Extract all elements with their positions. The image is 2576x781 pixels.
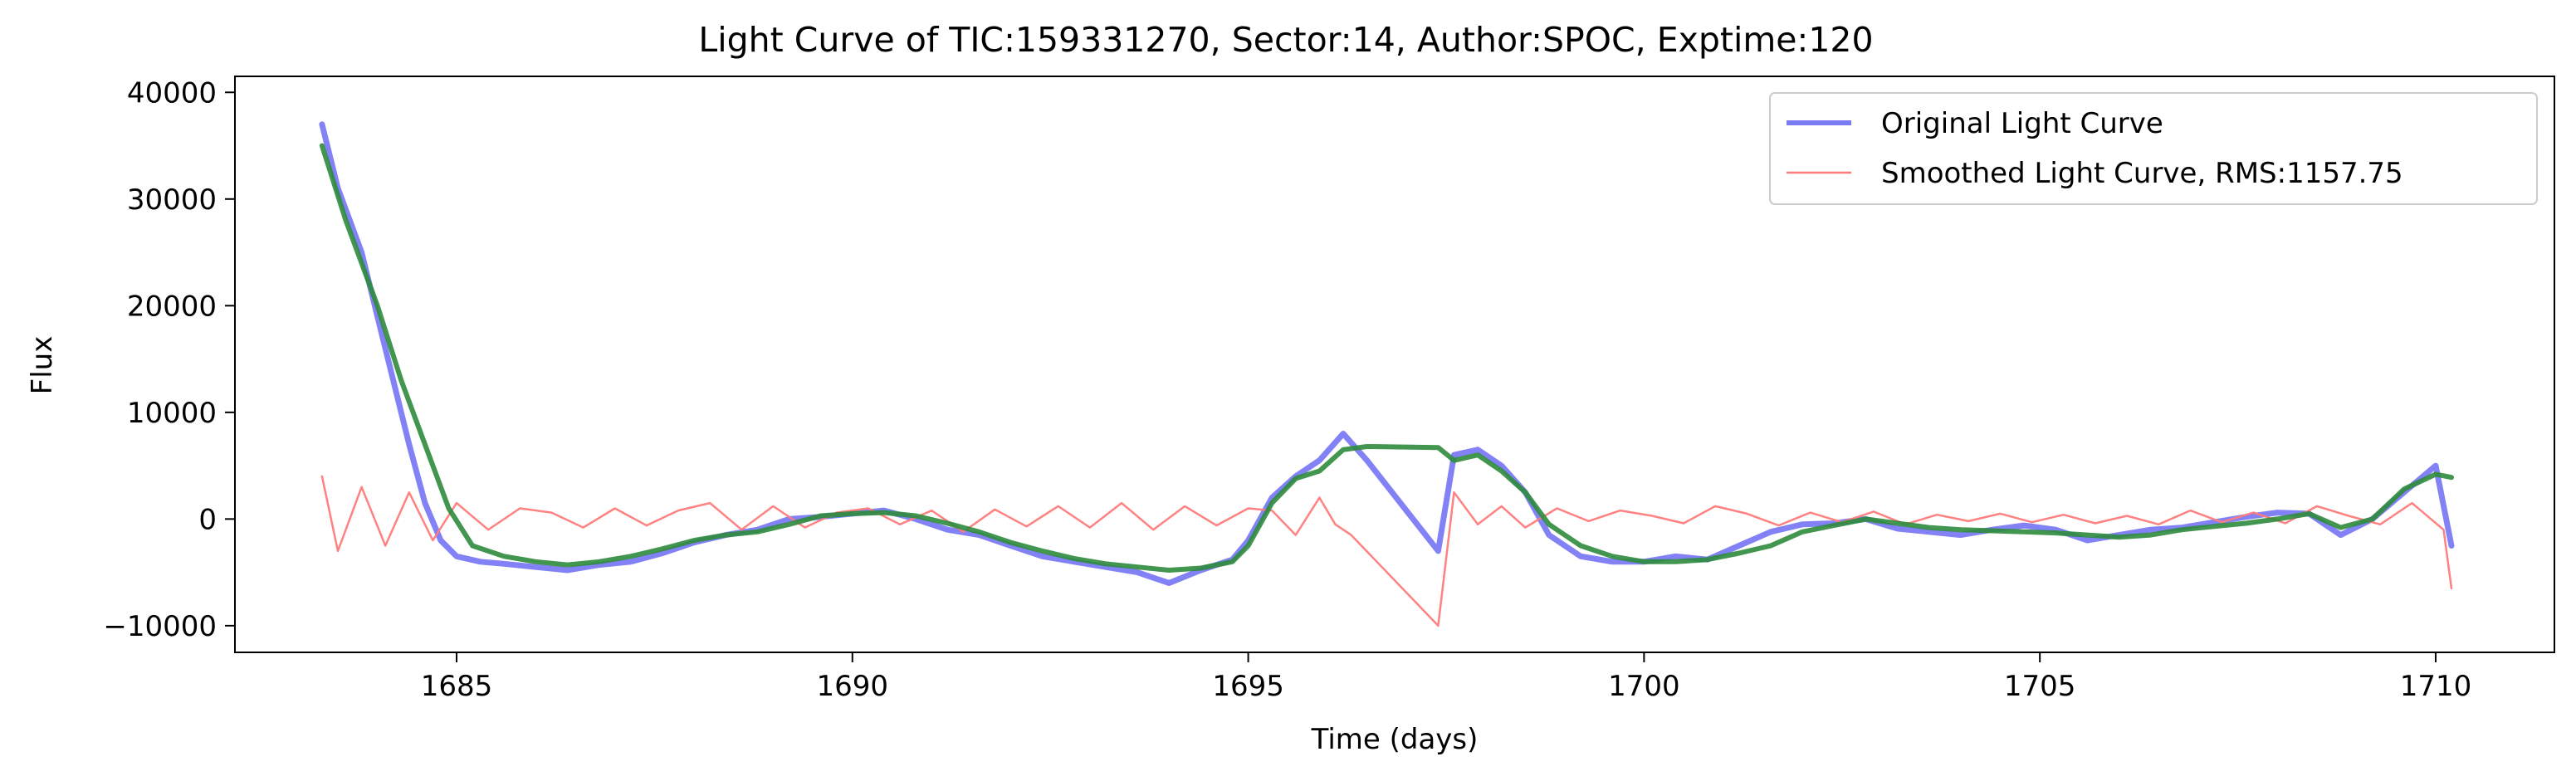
x-tick-label: 1710 bbox=[2400, 670, 2472, 703]
x-tick-label: 1705 bbox=[2004, 670, 2076, 703]
y-tick-label: 10000 bbox=[127, 397, 217, 430]
y-tick-label: 0 bbox=[198, 503, 217, 536]
legend-label-smoothed: Smoothed Light Curve, RMS:1157.75 bbox=[1881, 157, 2403, 190]
y-tick-label: 30000 bbox=[127, 183, 217, 217]
y-axis-label: Flux bbox=[26, 336, 59, 395]
x-axis-label: Time (days) bbox=[1311, 723, 1479, 756]
legend-label-original: Original Light Curve bbox=[1881, 107, 2163, 140]
x-tick-label: 1690 bbox=[817, 670, 889, 703]
y-tick-label: 40000 bbox=[127, 76, 217, 110]
series-line-0 bbox=[319, 121, 2455, 586]
x-tick-label: 1700 bbox=[1608, 670, 1680, 703]
series-line-1 bbox=[320, 475, 2453, 627]
x-tick-label: 1695 bbox=[1212, 670, 1284, 703]
plot-area bbox=[234, 76, 2555, 653]
series-line-2 bbox=[319, 143, 2454, 573]
y-axis: −10000 0 10000 20000 30000 40000 bbox=[103, 76, 235, 643]
legend: Original Light Curve Smoothed Light Curv… bbox=[1769, 92, 2538, 205]
y-tick-label: 20000 bbox=[127, 290, 217, 323]
y-tick-label: −10000 bbox=[103, 610, 217, 643]
legend-box bbox=[1769, 92, 2538, 205]
chart-title: Light Curve of TIC:159331270, Sector:14,… bbox=[698, 20, 1873, 60]
x-axis: 1685 1690 1695 1700 1705 1710 bbox=[421, 652, 2471, 703]
series-layer bbox=[319, 121, 2455, 627]
plot-frame bbox=[234, 76, 2555, 653]
x-tick-label: 1685 bbox=[421, 670, 493, 703]
